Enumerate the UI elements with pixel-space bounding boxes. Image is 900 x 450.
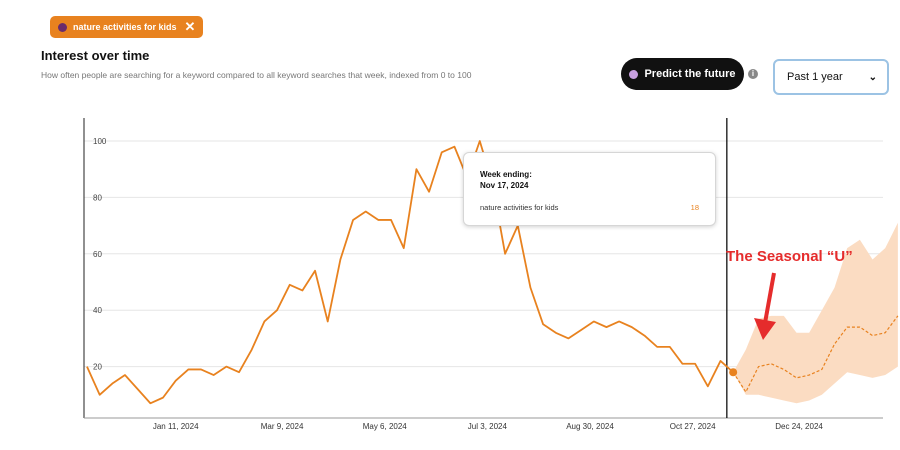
keyword-chip[interactable]: nature activities for kids ✕ bbox=[50, 16, 204, 38]
predict-future-button[interactable]: Predict the future bbox=[621, 58, 744, 90]
forecast-line bbox=[732, 315, 899, 394]
series-line bbox=[86, 140, 734, 405]
x-tick-label: Jul 3, 2024 bbox=[468, 422, 508, 431]
seasonal-annotation: The Seasonal “U” bbox=[726, 248, 853, 265]
annotation-arrow-head bbox=[754, 318, 776, 340]
predict-avatar-icon bbox=[629, 69, 639, 79]
y-tick-label: 60 bbox=[93, 250, 102, 259]
annotation-arrow-shaft bbox=[763, 272, 776, 324]
x-tick-label: Aug 30, 2024 bbox=[566, 422, 614, 431]
x-tick-label: Oct 27, 2024 bbox=[670, 422, 716, 431]
y-tick-label: 80 bbox=[93, 193, 102, 202]
info-icon[interactable]: i bbox=[748, 69, 758, 79]
y-tick-label: 20 bbox=[93, 363, 102, 372]
x-tick-label: Jan 11, 2024 bbox=[153, 422, 199, 431]
time-range-value: Past 1 year bbox=[787, 71, 843, 83]
keyword-chip-label: nature activities for kids bbox=[73, 22, 177, 32]
tooltip-value: 18 bbox=[690, 203, 699, 212]
predict-button-label: Predict the future bbox=[644, 68, 736, 80]
tooltip-heading: Week ending: bbox=[480, 170, 532, 179]
page-subtitle: How often people are searching for a key… bbox=[41, 70, 472, 80]
x-tick-label: Mar 9, 2024 bbox=[261, 422, 304, 431]
y-tick-label: 40 bbox=[93, 306, 102, 315]
chevron-down-icon: ⌄ bbox=[868, 71, 877, 83]
tooltip-date: Nov 17, 2024 bbox=[480, 181, 529, 190]
y-tick-label: 100 bbox=[93, 137, 107, 146]
time-range-select[interactable]: Past 1 year ⌄ bbox=[773, 59, 889, 95]
hover-point bbox=[729, 368, 738, 377]
keyword-avatar-icon bbox=[58, 22, 67, 32]
x-tick-label: Dec 24, 2024 bbox=[775, 422, 823, 431]
chart-tooltip: Week ending: Nov 17, 2024 nature activit… bbox=[463, 152, 716, 226]
forecast-band bbox=[733, 222, 898, 404]
page-title: Interest over time bbox=[41, 48, 150, 63]
x-tick-label: May 6, 2024 bbox=[363, 422, 408, 431]
close-icon[interactable]: ✕ bbox=[184, 19, 196, 34]
tooltip-series-name: nature activities for kids bbox=[480, 203, 559, 212]
